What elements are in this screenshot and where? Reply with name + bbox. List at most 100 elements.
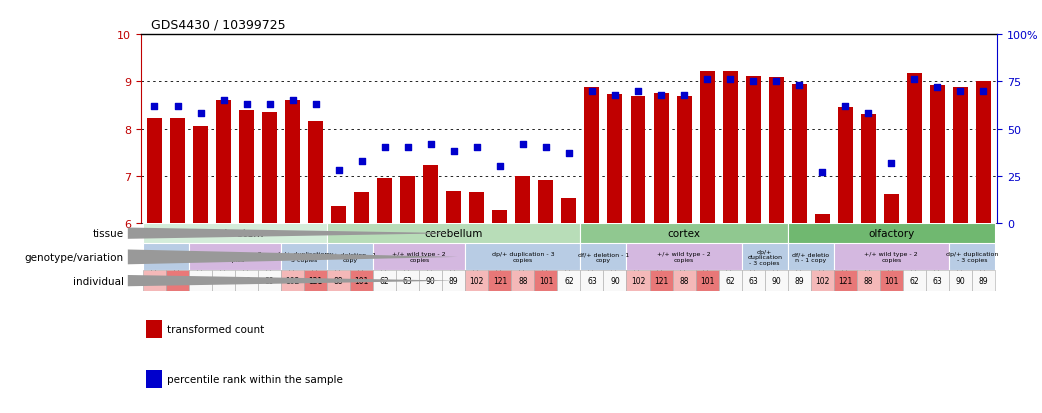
Text: 101: 101 bbox=[539, 276, 553, 285]
Bar bbox=[419, 271, 442, 291]
Bar bbox=[143, 244, 189, 271]
Point bbox=[860, 111, 876, 117]
Bar bbox=[193, 127, 208, 223]
Point bbox=[837, 103, 853, 110]
Bar bbox=[603, 271, 626, 291]
Bar bbox=[879, 271, 902, 291]
Bar bbox=[902, 271, 925, 291]
Bar bbox=[239, 110, 254, 223]
Bar bbox=[653, 94, 669, 223]
Bar bbox=[719, 271, 742, 291]
Bar bbox=[516, 176, 530, 223]
Point bbox=[469, 145, 486, 152]
Bar bbox=[263, 113, 277, 223]
Polygon shape bbox=[128, 228, 457, 239]
Bar bbox=[147, 119, 162, 223]
Text: 101: 101 bbox=[700, 276, 714, 285]
Point bbox=[975, 88, 992, 95]
Bar bbox=[539, 180, 553, 223]
Bar bbox=[423, 166, 439, 223]
Bar bbox=[788, 244, 834, 271]
Text: 102: 102 bbox=[470, 276, 485, 285]
Point bbox=[745, 79, 762, 85]
Bar bbox=[884, 194, 899, 223]
Bar bbox=[907, 74, 922, 223]
Bar bbox=[585, 88, 599, 223]
Text: 121: 121 bbox=[493, 276, 507, 285]
Text: 63: 63 bbox=[587, 276, 597, 285]
Point bbox=[262, 102, 278, 108]
Text: 90: 90 bbox=[611, 276, 620, 285]
Polygon shape bbox=[128, 250, 457, 265]
Text: transformed count: transformed count bbox=[167, 324, 264, 335]
Bar bbox=[788, 223, 995, 244]
Point bbox=[376, 145, 393, 152]
Point bbox=[492, 164, 508, 170]
Point bbox=[399, 145, 416, 152]
Bar bbox=[580, 223, 788, 244]
Point bbox=[446, 149, 463, 155]
Bar bbox=[580, 244, 626, 271]
Point bbox=[606, 92, 623, 99]
Point bbox=[929, 85, 946, 91]
Bar bbox=[972, 271, 995, 291]
Bar bbox=[143, 271, 166, 291]
Text: cerebellum: cerebellum bbox=[425, 229, 483, 239]
Point bbox=[584, 88, 600, 95]
Bar bbox=[834, 244, 949, 271]
Point bbox=[538, 145, 554, 152]
Bar bbox=[216, 101, 231, 223]
Bar bbox=[861, 115, 875, 223]
Bar bbox=[769, 78, 784, 223]
Point bbox=[722, 77, 739, 83]
Bar bbox=[466, 271, 489, 291]
Text: 121: 121 bbox=[838, 276, 852, 285]
Bar bbox=[354, 193, 369, 223]
Text: 88: 88 bbox=[150, 276, 159, 285]
Text: +/+ wild type - 2
copies: +/+ wild type - 2 copies bbox=[208, 252, 262, 263]
Bar bbox=[373, 271, 396, 291]
Text: 90: 90 bbox=[956, 276, 965, 285]
Bar bbox=[143, 223, 327, 244]
Bar bbox=[466, 244, 580, 271]
Bar bbox=[512, 271, 535, 291]
Point bbox=[307, 102, 324, 108]
Bar bbox=[788, 271, 811, 291]
Bar bbox=[281, 244, 327, 271]
Text: 62: 62 bbox=[196, 276, 205, 285]
Text: 88: 88 bbox=[333, 276, 344, 285]
Bar bbox=[607, 95, 622, 223]
Bar bbox=[327, 223, 580, 244]
Bar bbox=[396, 271, 419, 291]
Point bbox=[675, 92, 692, 99]
Bar bbox=[857, 271, 879, 291]
Text: 102: 102 bbox=[630, 276, 645, 285]
Bar bbox=[696, 271, 719, 291]
Bar bbox=[949, 244, 995, 271]
Bar bbox=[304, 271, 327, 291]
Point bbox=[814, 169, 830, 176]
Point bbox=[515, 141, 531, 147]
Bar bbox=[286, 101, 300, 223]
Bar bbox=[350, 271, 373, 291]
Bar bbox=[562, 199, 576, 223]
Point bbox=[561, 150, 577, 157]
Text: GDS4430 / 10399725: GDS4430 / 10399725 bbox=[151, 18, 286, 31]
Text: df/+ deletio
n - 1 copy: df/+ deletio n - 1 copy bbox=[792, 252, 829, 263]
Text: 102: 102 bbox=[286, 276, 300, 285]
Bar bbox=[815, 215, 829, 223]
Bar bbox=[166, 271, 189, 291]
Point bbox=[652, 92, 669, 99]
Text: 63: 63 bbox=[748, 276, 758, 285]
Text: tissue: tissue bbox=[93, 229, 124, 239]
Text: dp/+ duplication -
3 copies: dp/+ duplication - 3 copies bbox=[276, 252, 332, 263]
Point bbox=[791, 83, 808, 89]
Text: df/+ deletion - 1
copy: df/+ deletion - 1 copy bbox=[324, 252, 376, 263]
Text: 90: 90 bbox=[771, 276, 782, 285]
Point bbox=[883, 160, 899, 166]
Text: 62: 62 bbox=[725, 276, 735, 285]
Bar bbox=[699, 72, 715, 223]
Text: 101: 101 bbox=[170, 276, 184, 285]
Bar bbox=[630, 96, 645, 223]
Point bbox=[768, 79, 785, 85]
